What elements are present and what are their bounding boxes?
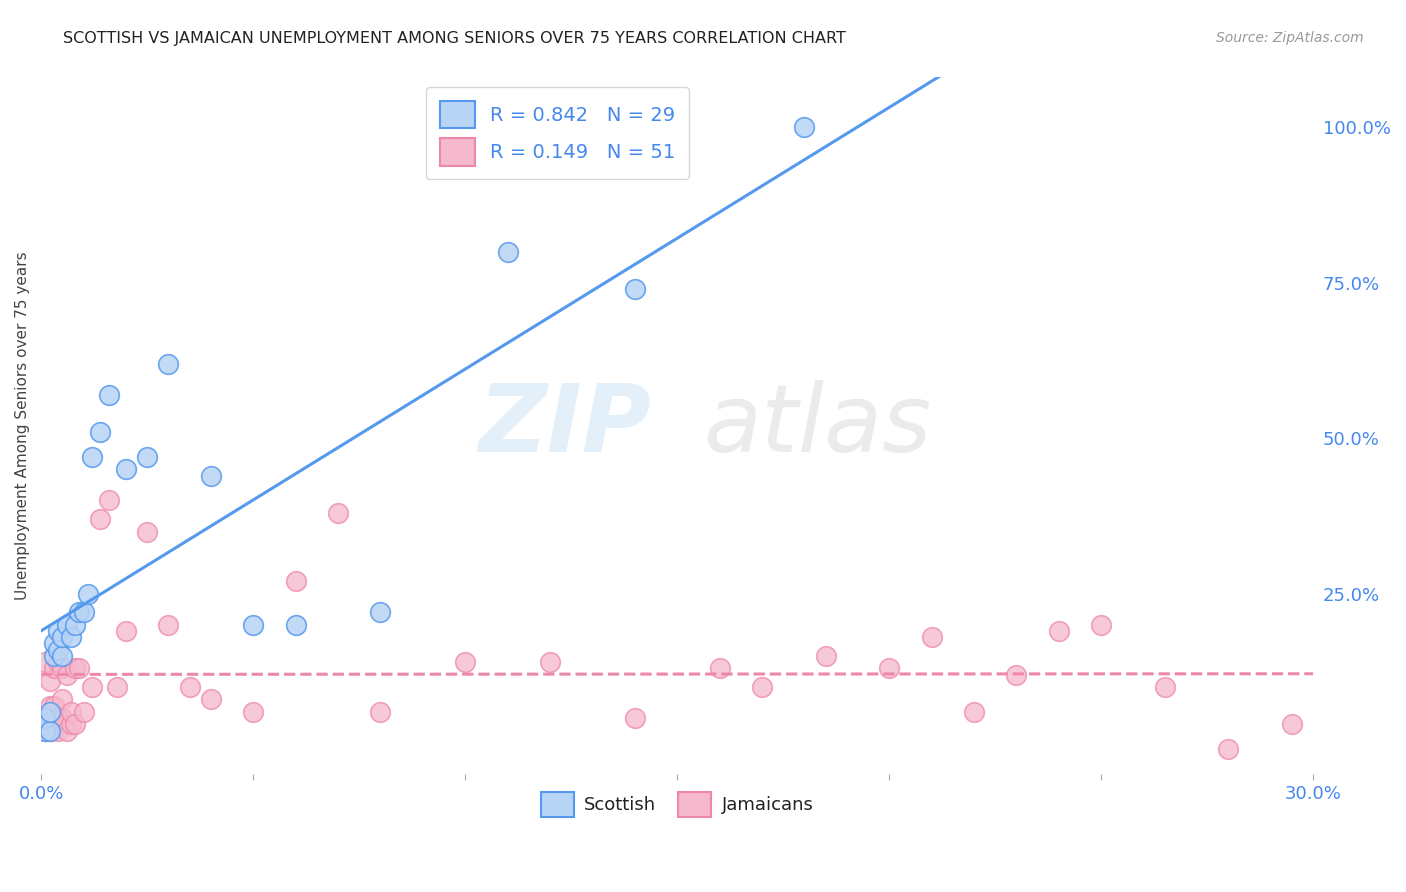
Point — [200, 468, 222, 483]
Point — [1281, 717, 1303, 731]
Point — [963, 705, 986, 719]
Point — [51, 692, 73, 706]
Point — [370, 606, 392, 620]
Point — [326, 506, 349, 520]
Point — [63, 617, 86, 632]
Point — [157, 617, 180, 632]
Point — [89, 425, 111, 439]
Text: SCOTTISH VS JAMAICAN UNEMPLOYMENT AMONG SENIORS OVER 75 YEARS CORRELATION CHART: SCOTTISH VS JAMAICAN UNEMPLOYMENT AMONG … — [63, 31, 846, 46]
Point — [80, 450, 103, 464]
Point — [46, 711, 69, 725]
Point — [1047, 624, 1070, 638]
Point — [46, 624, 69, 638]
Point — [921, 630, 943, 644]
Point — [63, 661, 86, 675]
Point — [538, 655, 561, 669]
Text: Source: ZipAtlas.com: Source: ZipAtlas.com — [1216, 31, 1364, 45]
Point — [136, 450, 159, 464]
Point — [623, 282, 645, 296]
Point — [89, 512, 111, 526]
Point — [751, 680, 773, 694]
Point — [136, 524, 159, 539]
Point — [38, 723, 60, 738]
Point — [709, 661, 731, 675]
Point — [72, 606, 94, 620]
Point — [496, 244, 519, 259]
Point — [107, 680, 129, 694]
Point — [179, 680, 201, 694]
Point — [814, 648, 837, 663]
Point — [1153, 680, 1175, 694]
Point — [51, 661, 73, 675]
Point — [115, 624, 138, 638]
Point — [42, 636, 65, 650]
Point — [370, 705, 392, 719]
Point — [59, 717, 82, 731]
Point — [38, 705, 60, 719]
Point — [200, 692, 222, 706]
Point — [42, 698, 65, 713]
Point — [1218, 742, 1240, 756]
Point — [34, 723, 56, 738]
Point — [34, 711, 56, 725]
Point — [80, 680, 103, 694]
Point — [38, 698, 60, 713]
Point — [284, 617, 307, 632]
Point — [877, 661, 900, 675]
Point — [46, 723, 69, 738]
Point — [51, 711, 73, 725]
Point — [55, 723, 77, 738]
Point — [55, 617, 77, 632]
Point — [72, 705, 94, 719]
Point — [38, 673, 60, 688]
Point — [42, 717, 65, 731]
Point — [97, 387, 120, 401]
Point — [34, 723, 56, 738]
Point — [59, 630, 82, 644]
Point — [284, 574, 307, 589]
Legend: Scottish, Jamaicans: Scottish, Jamaicans — [534, 784, 821, 824]
Point — [76, 587, 98, 601]
Point — [623, 711, 645, 725]
Point — [67, 606, 90, 620]
Point — [242, 705, 264, 719]
Point — [51, 648, 73, 663]
Point — [157, 357, 180, 371]
Point — [46, 642, 69, 657]
Point — [34, 711, 56, 725]
Point — [46, 655, 69, 669]
Y-axis label: Unemployment Among Seniors over 75 years: Unemployment Among Seniors over 75 years — [15, 252, 30, 600]
Point — [55, 667, 77, 681]
Point — [63, 717, 86, 731]
Point — [38, 723, 60, 738]
Point — [42, 648, 65, 663]
Point — [1005, 667, 1028, 681]
Point — [97, 493, 120, 508]
Point — [242, 617, 264, 632]
Point — [1090, 617, 1112, 632]
Text: ZIP: ZIP — [479, 380, 652, 472]
Point — [51, 630, 73, 644]
Point — [42, 661, 65, 675]
Point — [59, 705, 82, 719]
Point — [34, 655, 56, 669]
Point — [454, 655, 477, 669]
Point — [67, 661, 90, 675]
Point — [793, 120, 815, 135]
Text: atlas: atlas — [703, 380, 931, 471]
Point — [115, 462, 138, 476]
